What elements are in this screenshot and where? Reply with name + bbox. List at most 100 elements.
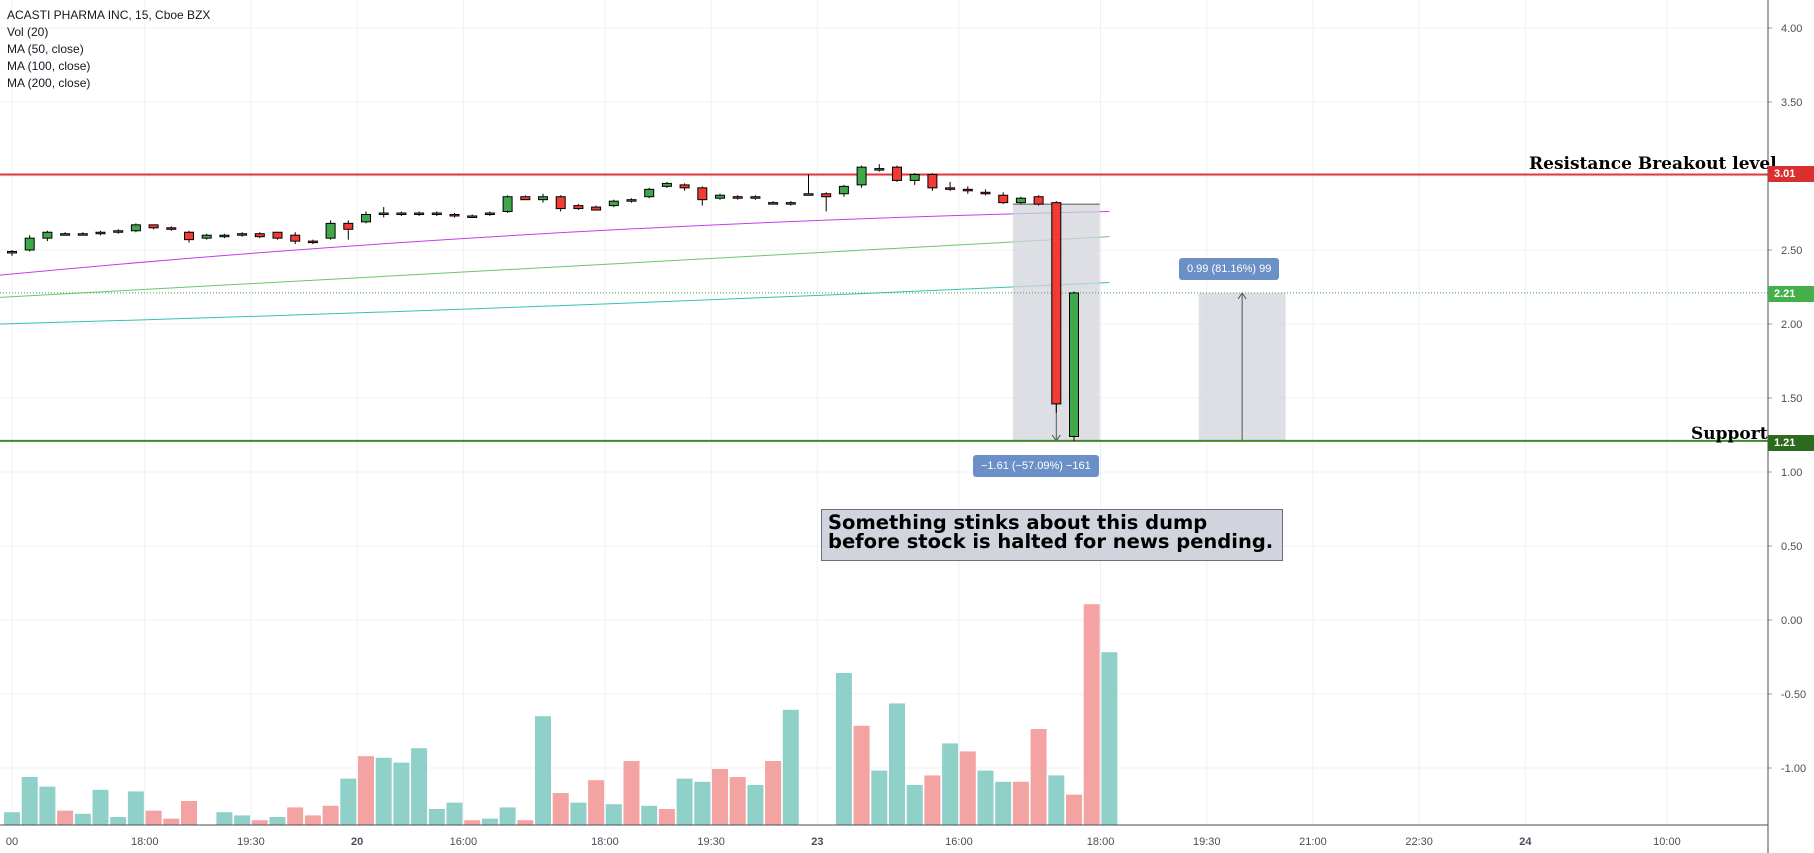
measure-down-label[interactable]: −1.61 (−57.09%) −161 (973, 455, 1099, 477)
candle-body (768, 202, 779, 205)
candle (184, 230, 194, 243)
volume-bar (942, 743, 959, 825)
candle-body (361, 213, 371, 223)
volume-bar (605, 804, 622, 825)
candle-body (60, 233, 71, 236)
candle-body (307, 240, 318, 244)
ma-line-100 (0, 236, 1110, 298)
candle (555, 195, 566, 212)
candle-body (1015, 197, 1026, 204)
candle (201, 233, 212, 240)
candle-body (201, 234, 212, 239)
y-tick-label: 1.00 (1781, 467, 1802, 479)
x-tick-label: 22:30 (1405, 836, 1433, 848)
x-tick-label: 19:30 (1193, 836, 1221, 848)
volume-bar (658, 809, 675, 825)
measure-up-label[interactable]: 0.99 (81.16%) 99 (1179, 258, 1280, 280)
volume-bar (835, 673, 852, 825)
candle-body (803, 193, 814, 196)
volume-bar (340, 778, 357, 825)
x-tick-label: 24 (1519, 836, 1532, 848)
volume-bar (127, 791, 144, 825)
volume-bar (871, 770, 888, 825)
volume-bar (21, 777, 38, 825)
legend-ma100[interactable]: MA (100, close) (7, 59, 91, 73)
candle-body (591, 206, 602, 211)
candle (626, 198, 637, 203)
x-tick-label: 18:00 (591, 836, 619, 848)
volume-bar (1048, 775, 1065, 825)
candle (715, 193, 725, 200)
candle (697, 186, 708, 206)
volume-bar (694, 781, 711, 825)
volume-bar (1012, 781, 1029, 825)
candle-body (449, 213, 460, 217)
candle-body (555, 196, 566, 210)
candle-body (484, 212, 495, 215)
symbol-title[interactable]: ACASTI PHARMA INC, 15, Cboe BZX (7, 8, 211, 22)
volume-bar (358, 756, 374, 825)
volume-bar (712, 769, 728, 825)
candle (892, 165, 902, 182)
candle-body (697, 187, 708, 201)
candle (42, 230, 53, 242)
volume-bar (729, 777, 746, 825)
candle-body (962, 188, 973, 192)
candle (254, 232, 265, 239)
volume-bar (251, 820, 268, 825)
volume-bar (57, 810, 74, 825)
candle (431, 211, 442, 216)
legend-ma200[interactable]: MA (200, close) (7, 76, 91, 90)
candle (520, 195, 531, 201)
x-tick-label: 19:30 (697, 836, 725, 848)
candle (1051, 201, 1062, 413)
candle-body (998, 194, 1009, 204)
candle-body (272, 231, 283, 239)
candle (980, 189, 991, 196)
candle-body (166, 227, 177, 230)
x-tick-label: 21:00 (1299, 836, 1327, 848)
candle (962, 186, 973, 194)
candle (750, 195, 761, 200)
candle-body (785, 202, 796, 205)
volume-bar (428, 809, 445, 825)
candle (361, 211, 371, 224)
volume-series (4, 604, 1118, 825)
candle-body (290, 234, 301, 242)
candle (998, 192, 1009, 205)
resistance-price-badge: 3.01 (1768, 166, 1814, 182)
candle-body (502, 196, 513, 213)
y-tick-label: 2.00 (1781, 319, 1802, 331)
volume-bar (924, 775, 941, 825)
candle (909, 173, 920, 185)
volume-bar (765, 761, 782, 825)
volume-bar (517, 820, 534, 825)
candle (768, 201, 779, 205)
volume-bar (411, 748, 428, 825)
candle-body (7, 250, 17, 254)
candle (732, 195, 743, 200)
y-tick-label: 2.50 (1781, 245, 1802, 257)
candle (803, 174, 814, 196)
candle (237, 232, 248, 237)
y-tick-label: 1.50 (1781, 393, 1802, 405)
volume-bar (216, 812, 233, 825)
legend-volume[interactable]: Vol (20) (7, 25, 49, 39)
candle (679, 183, 690, 191)
candle (661, 181, 672, 188)
x-tick-label: 23 (811, 836, 823, 848)
candle (502, 195, 513, 213)
y-tick-label: 0.50 (1781, 541, 1802, 553)
candle (24, 235, 35, 252)
candle-body (1051, 202, 1062, 405)
resistance-label: Resistance Breakout level (1529, 154, 1777, 174)
volume-bar (393, 762, 410, 825)
note-annotation[interactable]: Something stinks about this dump before … (821, 509, 1283, 561)
volume-bar (906, 785, 923, 825)
candle-body (343, 222, 354, 230)
volume-bar (287, 807, 304, 825)
candle-body (927, 174, 938, 189)
legend-ma50[interactable]: MA (50, close) (7, 42, 84, 56)
